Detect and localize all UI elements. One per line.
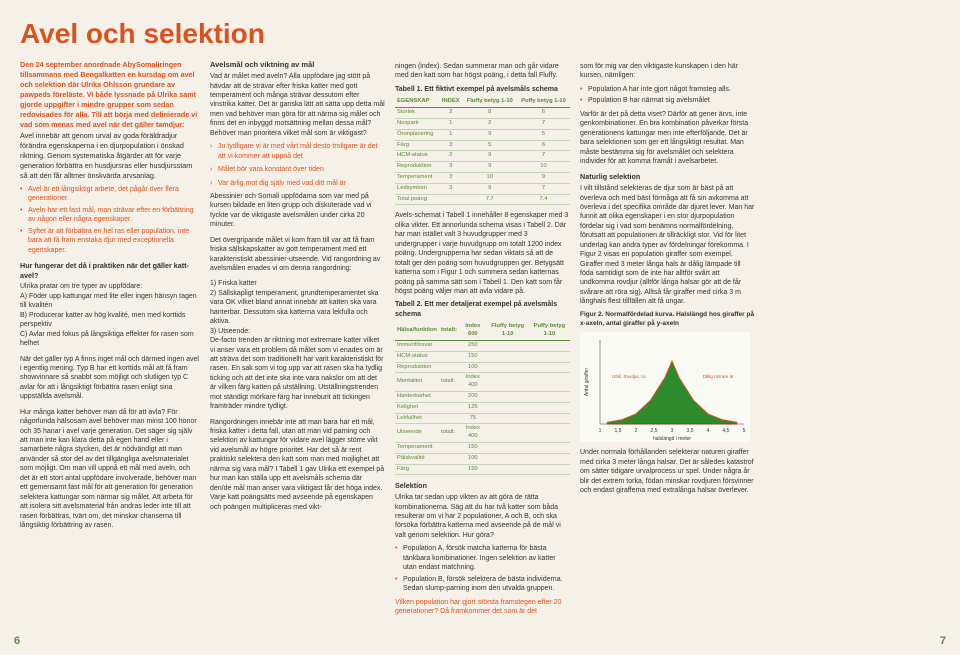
table-caption: Tabell 2. Ett mer detaljerat exempel på … (395, 300, 570, 319)
svg-text:Utbil, Rovdjur, Ui: Utbil, Rovdjur, Ui (612, 374, 646, 379)
paragraph: Rangordningen innebär inte att man bara … (210, 418, 385, 512)
table-1: EGENSKAPINDEXFluffy betyg 1-10Puffy bety… (395, 97, 570, 205)
column-1: Den 24 september anordnade AbySomaliring… (20, 60, 200, 616)
svg-text:3,5: 3,5 (687, 428, 694, 434)
column-heading: Avelsmål och viktning av mål (210, 60, 385, 70)
sub-heading: Hur fungerar det då i praktiken när det … (20, 261, 200, 280)
paragraph: Ulrika tar sedan upp vikten av att göra … (395, 493, 570, 540)
paragraph: 1) Friska katter 2) Sällskapligt tempera… (210, 279, 385, 411)
page-number-left: 6 (14, 635, 20, 647)
paragraph: Hur många katter behöver man då för att … (20, 408, 200, 531)
table-caption: Tabell 1. Ett fiktivt exempel på avelsmå… (395, 85, 570, 94)
paragraph: I vilt tillstånd selekteras de djur som … (580, 184, 755, 307)
paragraph: Under normala förhållanden selekterar na… (580, 448, 755, 495)
column-3: ningen (index). Sedan summerar man och g… (395, 60, 570, 616)
paragraph: Avels-schemat i Tabell 1 innehåller 8 eg… (395, 211, 570, 296)
normal-distribution-chart: 1 1,5 2 2,5 3 3,5 4 4,5 5 Antal giraffer halslängd… (580, 332, 750, 442)
callout: Ju tydligare vi är med vårt mål desto tr… (210, 142, 385, 161)
column-2: Avelsmål och viktning av mål Vad är måle… (210, 60, 385, 616)
list-item: Population A har inte gjort något framst… (580, 85, 755, 94)
svg-text:3: 3 (671, 428, 674, 434)
list-item: Population A, försök matcha katterna för… (395, 544, 570, 572)
column-4: som för mig var den viktigaste kunskapen… (580, 60, 755, 616)
list-item: Aveln har ett fast mål, man strävar efte… (20, 206, 200, 225)
content-columns: Den 24 september anordnade AbySomaliring… (20, 60, 940, 616)
paragraph: När det gäller typ A finns inget mål och… (20, 355, 200, 402)
sub-heading: Naturlig selektion (580, 172, 755, 182)
svg-text:Antal giraffer: Antal giraffer (584, 368, 590, 397)
svg-text:2,5: 2,5 (651, 428, 658, 434)
red-callouts: Ju tydligare vi är med vårt mål desto tr… (210, 142, 385, 188)
col3-bullets: Population A, försök matcha katterna för… (395, 544, 570, 593)
list-item: Avel är ett långsiktigt arbete, det pågå… (20, 185, 200, 204)
col1-bullets: Avel är ett långsiktigt arbete, det pågå… (20, 185, 200, 255)
paragraph: ningen (index). Sedan summerar man och g… (395, 62, 570, 81)
svg-text:4,5: 4,5 (723, 428, 730, 434)
paragraph: som för mig var den viktigaste kunskapen… (580, 62, 755, 81)
page-number-right: 7 (940, 635, 946, 647)
callout: Var ärlig mot dig själv med vad ditt mål… (210, 179, 385, 188)
list-item: Population B har närmat sig avelsmålet (580, 96, 755, 105)
chart-svg: 1 1,5 2 2,5 3 3,5 4 4,5 5 Antal giraffer halslängd… (580, 332, 750, 442)
paragraph: Ulrika pratar om tre typer av uppfödare:… (20, 282, 200, 348)
paragraph: Varför är det på detta viset? Därför att… (580, 110, 755, 167)
table-2: Hälsa/funktiontotalt:Index 600Fluffy bet… (395, 322, 570, 475)
sub-heading: Selektion (395, 481, 570, 491)
svg-text:4: 4 (707, 428, 710, 434)
column-5 (765, 60, 940, 616)
svg-text:1,5: 1,5 (615, 428, 622, 434)
callout: Målet bör vara konstant över tiden (210, 165, 385, 174)
page-title: Avel och selektion (20, 18, 940, 50)
svg-text:5: 5 (743, 428, 746, 434)
intro-paragraph: Den 24 september anordnade AbySomaliring… (20, 60, 200, 181)
svg-text:2: 2 (635, 428, 638, 434)
figure-caption: Figur 2. Normalfördelad kurva. Halslängd… (580, 311, 755, 329)
svg-text:Dålig rösrare är: Dålig rösrare är (703, 373, 735, 379)
col4-bullets: Population A har inte gjort något framst… (580, 85, 755, 106)
question-text: Vilken population har gjort största fram… (395, 598, 570, 617)
paragraph: Vad är målet med aveln? Alla uppfödare j… (210, 72, 385, 138)
list-item: Syftet är att förbättra en hel ras eller… (20, 227, 200, 255)
paragraph: Abessinier och Somali uppfödarna som var… (210, 192, 385, 230)
list-item: Population B, försök selektera de bästa … (395, 575, 570, 594)
svg-text:1: 1 (599, 428, 602, 434)
paragraph: Det övergripande målet vi kom fram till … (210, 236, 385, 274)
svg-text:halslängd i meter: halslängd i meter (653, 436, 691, 442)
